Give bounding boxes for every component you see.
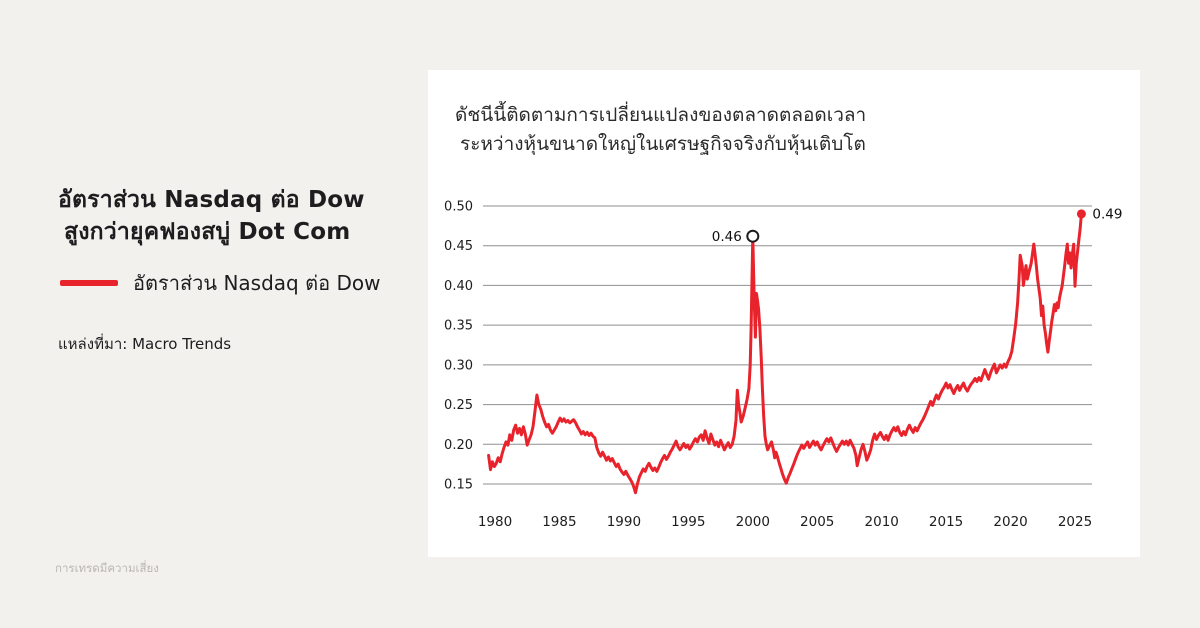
x-tick-label: 1995 xyxy=(671,514,705,530)
y-tick-label: 0.20 xyxy=(444,438,473,453)
endpoint-marker-dot xyxy=(1076,209,1086,219)
x-tick-label: 2020 xyxy=(993,514,1027,530)
chart-title-line1: ดัชนีนี้ติดตามการเปลี่ยนแปลงของตลาดตลอดเ… xyxy=(455,104,867,126)
page-title: อัตราส่วน Nasdaq ต่อ Dow สูงกว่ายุคฟองสบ… xyxy=(58,184,365,248)
chart-card: ดัชนีนี้ติดตามการเปลี่ยนแปลงของตลาดตลอดเ… xyxy=(428,70,1140,557)
line-chart: 0.50 0.45 0.40 0.35 0.30 0.25 0.20 0.15 1980 1985… xyxy=(444,200,1122,531)
y-tick-label: 0.45 xyxy=(444,239,473,254)
x-tick-label: 1990 xyxy=(607,514,641,530)
page-title-line2: สูงกว่ายุคฟองสบู่ Dot Com xyxy=(64,219,351,245)
legend-label: อัตราส่วน Nasdaq ต่อ Dow xyxy=(133,271,381,295)
page-title-line1: อัตราส่วน Nasdaq ต่อ Dow xyxy=(58,187,365,213)
y-tick-label: 0.50 xyxy=(444,200,473,215)
source-note: แหล่งที่มา: Macro Trends xyxy=(58,335,232,353)
x-tick-label: 1985 xyxy=(542,514,576,530)
x-tick-label: 2015 xyxy=(929,514,963,530)
peak-marker-open-circle xyxy=(746,229,760,243)
y-tick-label: 0.25 xyxy=(444,398,473,413)
series-line xyxy=(487,212,1083,495)
chart-title-line2: ระหว่างหุ้นขนาดใหญ่ในเศรษฐกิจจริงกับหุ้น… xyxy=(460,133,866,155)
x-tick-label: 2000 xyxy=(736,514,770,530)
annotation-value-label: 0.49 xyxy=(1092,207,1122,223)
y-tick-label: 0.15 xyxy=(444,478,473,493)
x-tick-label: 1980 xyxy=(478,514,512,530)
legend: อัตราส่วน Nasdaq ต่อ Dow xyxy=(60,269,380,297)
chart-title: ดัชนีนี้ติดตามการเปลี่ยนแปลงของตลาดตลอดเ… xyxy=(455,101,866,159)
x-tick-label: 2025 xyxy=(1058,514,1092,530)
x-tick-label: 2005 xyxy=(800,514,834,530)
risk-disclaimer: การเทรดมีความเสี่ยง xyxy=(55,561,159,575)
legend-line-swatch xyxy=(60,280,118,286)
y-tick-label: 0.35 xyxy=(444,319,473,334)
x-tick-label: 2010 xyxy=(865,514,899,530)
y-tick-label: 0.30 xyxy=(444,358,473,373)
annotation-value-label: 0.46 xyxy=(712,229,742,245)
y-tick-label: 0.40 xyxy=(444,279,473,294)
